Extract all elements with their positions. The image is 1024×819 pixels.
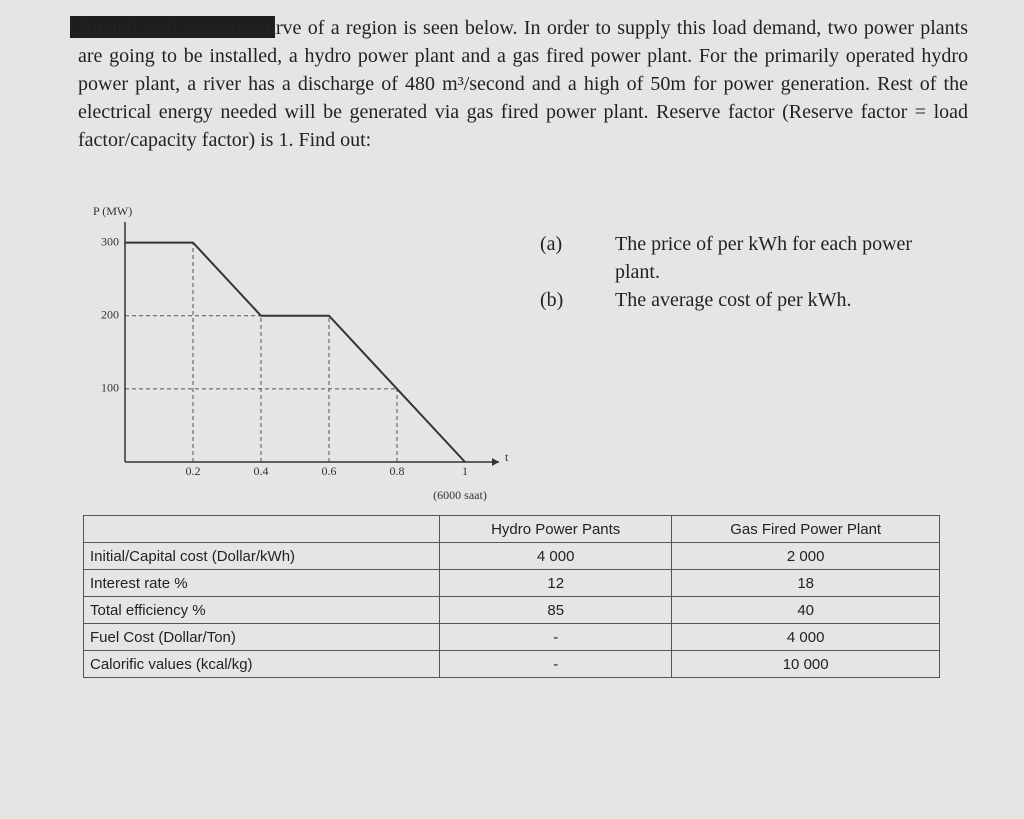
table-cell: 4 000 bbox=[439, 542, 673, 570]
question: (b) The average cost of per kWh. bbox=[540, 286, 960, 314]
y-axis-label: P (MW) bbox=[93, 204, 132, 218]
question-label: (a) bbox=[540, 233, 563, 255]
table-row: Fuel Cost (Dollar/Ton) -4 000 bbox=[82, 623, 940, 651]
question: (a) The price of per kWh for each power p… bbox=[540, 230, 960, 286]
data-table: Hydro Power Pants Gas Fired Power Plant In… bbox=[82, 515, 940, 678]
table-cell: 18 bbox=[671, 569, 940, 597]
table-cell: Initial/Capital cost (Dollar/kWh) bbox=[82, 542, 441, 570]
table-header-cell bbox=[82, 515, 441, 543]
load-curve bbox=[125, 241, 466, 463]
table-cell: 12 bbox=[439, 569, 673, 597]
table-cell: 10 000 bbox=[671, 650, 940, 678]
x-tick-label: 1 bbox=[462, 464, 468, 478]
problem-text: Annual load duration curve of a region i… bbox=[78, 17, 968, 151]
x-tick-label: 0.2 bbox=[186, 464, 201, 478]
table-cell: 4 000 bbox=[671, 623, 940, 651]
table-cell: - bbox=[439, 650, 673, 678]
questions: (a) The price of per kWh for each power p… bbox=[540, 230, 960, 314]
x-tick-label: 0.6 bbox=[322, 464, 337, 478]
question-label: (b) bbox=[540, 289, 564, 311]
table-row: Calorific values (kcal/kg) -10 000 bbox=[82, 650, 940, 678]
table-row: Initial/Capital cost (Dollar/kWh) 4 000 2 … bbox=[82, 542, 940, 570]
x-tick-label: 0.8 bbox=[390, 464, 405, 478]
table-header-cell: Hydro Power Pants bbox=[439, 515, 673, 543]
table-cell: Total efficiency % bbox=[82, 596, 441, 624]
table-header-cell: Gas Fired Power Plant bbox=[671, 515, 940, 543]
table-row: Interest rate % 12 18 bbox=[82, 569, 940, 597]
y-tick-label: 100 bbox=[101, 381, 119, 395]
question-text: The price of per kWh for each power plan… bbox=[615, 233, 913, 283]
x-axis-arrow bbox=[492, 458, 499, 466]
question-text: The average cost of per kWh. bbox=[615, 289, 852, 311]
redaction bbox=[70, 16, 275, 38]
x-tick-label: 0.4 bbox=[254, 464, 269, 478]
table-cell: - bbox=[439, 623, 673, 651]
table-cell: 2 000 bbox=[671, 542, 940, 570]
table-cell: 85 bbox=[439, 596, 673, 624]
table-header-row: Hydro Power Pants Gas Fired Power Plant bbox=[82, 515, 940, 543]
y-tick-label: 200 bbox=[101, 308, 119, 322]
chart: 100 200 300 0.2 0.4 0.6 0.8 1 P (MW) t (6000 saat) bbox=[93, 204, 509, 502]
table-cell: Interest rate % bbox=[82, 569, 441, 597]
x-axis-label: t bbox=[505, 450, 509, 464]
table-cell: 40 bbox=[671, 596, 940, 624]
table-cell: Fuel Cost (Dollar/Ton) bbox=[82, 623, 441, 651]
table-row: Total efficiency % 85 40 bbox=[82, 596, 940, 624]
table-cell: Calorific values (kcal/kg) bbox=[82, 650, 441, 678]
x-axis-unit: (6000 saat) bbox=[433, 488, 487, 502]
y-tick-label: 300 bbox=[101, 234, 119, 248]
